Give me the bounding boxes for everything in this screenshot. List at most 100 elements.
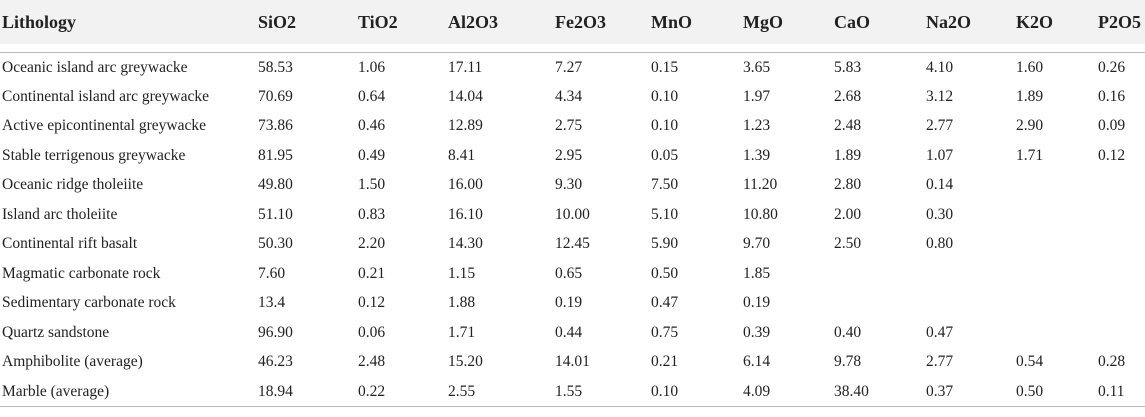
cell-fe2o3: 2.75 bbox=[555, 117, 583, 135]
cell-cao: 2.68 bbox=[834, 87, 862, 105]
table-row: Magmatic carbonate rock 7.60 0.21 1.15 0.65 0… bbox=[0, 259, 1145, 289]
cell-mgo: 1.85 bbox=[743, 264, 771, 282]
cell-sio2: 51.10 bbox=[258, 205, 293, 223]
cell-k2o bbox=[1016, 259, 1098, 289]
cell-mgo: 1.97 bbox=[743, 87, 771, 105]
cell-mno: 0.10 bbox=[651, 117, 679, 135]
table-row: Stable terrigenous greywacke 81.95 0.49 8.4… bbox=[0, 141, 1145, 171]
cell-tio2: 2.20 bbox=[358, 235, 386, 253]
cell-al2o3: 15.20 bbox=[448, 353, 483, 371]
cell-na2o: 3.12 bbox=[926, 87, 954, 105]
cell-lithology: Marble (average) bbox=[0, 377, 258, 407]
cell-fe2o3: 9.30 bbox=[555, 176, 583, 194]
cell-sio2: 73.86 bbox=[258, 117, 293, 135]
cell-na2o: 0.14 bbox=[926, 176, 954, 194]
cell-sio2: 13.4 bbox=[258, 294, 286, 312]
table-row: Oceanic island arc greywacke 58.53 1.06 17.… bbox=[0, 53, 1145, 83]
cell-fe2o3: 14.01 bbox=[555, 353, 590, 371]
cell-mgo: 0.39 bbox=[743, 323, 771, 341]
cell-sio2: 81.95 bbox=[258, 146, 293, 164]
cell-cao: 38.40 bbox=[834, 377, 926, 407]
oxide-composition-table: Lithology SiO2 TiO2 Al2O3 Fe2O3 MnO MgO … bbox=[0, 0, 1145, 407]
cell-lithology: Amphibolite (average) bbox=[2, 353, 143, 371]
cell-cao: 1.89 bbox=[834, 146, 862, 164]
cell-fe2o3: 1.55 bbox=[555, 377, 651, 407]
header-divider bbox=[0, 44, 1145, 53]
cell-na2o: 1.07 bbox=[926, 146, 954, 164]
cell-lithology: Active epicontinental greywacke bbox=[2, 117, 206, 135]
table-row: Continental rift basalt 50.30 2.20 14.30 12.… bbox=[0, 230, 1145, 260]
cell-p2o5: 0.16 bbox=[1098, 87, 1126, 105]
cell-k2o bbox=[1016, 318, 1098, 348]
cell-k2o bbox=[1016, 171, 1098, 201]
cell-cao: 0.40 bbox=[834, 323, 862, 341]
header-fe2o3: Fe2O3 bbox=[555, 11, 606, 32]
cell-mgo: 9.70 bbox=[743, 235, 771, 253]
cell-lithology: Oceanic island arc greywacke bbox=[2, 58, 188, 76]
table-body: Oceanic island arc greywacke 58.53 1.06 17.… bbox=[0, 44, 1145, 407]
cell-lithology: Magmatic carbonate rock bbox=[2, 264, 161, 282]
cell-sio2: 58.53 bbox=[258, 58, 293, 76]
cell-mno: 0.21 bbox=[651, 353, 679, 371]
cell-k2o: 0.50 bbox=[1016, 377, 1098, 407]
cell-mno: 0.05 bbox=[651, 146, 679, 164]
cell-cao: 2.50 bbox=[834, 235, 862, 253]
cell-al2o3: 17.11 bbox=[448, 58, 483, 76]
header-cao: CaO bbox=[834, 11, 870, 32]
header-divider-line bbox=[0, 44, 1145, 53]
cell-k2o bbox=[1016, 200, 1098, 230]
cell-al2o3: 1.71 bbox=[448, 323, 476, 341]
cell-al2o3: 14.04 bbox=[448, 87, 483, 105]
cell-mgo: 1.23 bbox=[743, 117, 771, 135]
header-tio2: TiO2 bbox=[358, 11, 398, 32]
header-row: Lithology SiO2 TiO2 Al2O3 Fe2O3 MnO MgO … bbox=[0, 0, 1145, 44]
cell-k2o: 1.89 bbox=[1016, 87, 1044, 105]
cell-k2o bbox=[1016, 230, 1098, 260]
cell-mno: 0.10 bbox=[651, 377, 743, 407]
cell-lithology: Quartz sandstone bbox=[2, 323, 110, 341]
cell-tio2: 1.50 bbox=[358, 176, 386, 194]
cell-p2o5: 0.12 bbox=[1098, 146, 1126, 164]
cell-cao: 2.80 bbox=[834, 176, 862, 194]
header-al2o3: Al2O3 bbox=[448, 11, 499, 32]
cell-k2o: 1.60 bbox=[1016, 58, 1044, 76]
cell-al2o3: 1.15 bbox=[448, 264, 476, 282]
cell-al2o3: 14.30 bbox=[448, 235, 483, 253]
cell-fe2o3: 10.00 bbox=[555, 205, 590, 223]
cell-sio2: 70.69 bbox=[258, 87, 293, 105]
cell-fe2o3: 2.95 bbox=[555, 146, 583, 164]
cell-p2o5: 0.26 bbox=[1098, 58, 1126, 76]
cell-fe2o3: 0.19 bbox=[555, 294, 583, 312]
cell-tio2: 0.21 bbox=[358, 264, 386, 282]
cell-lithology: Stable terrigenous greywacke bbox=[2, 146, 186, 164]
cell-na2o: 0.80 bbox=[926, 235, 954, 253]
cell-na2o: 2.77 bbox=[926, 117, 954, 135]
cell-p2o5 bbox=[1098, 289, 1145, 319]
cell-mno: 7.50 bbox=[651, 176, 679, 194]
header-p2o5: P2O5 bbox=[1098, 11, 1141, 32]
table-row: Oceanic ridge tholeiite 49.80 1.50 16.00 9.3… bbox=[0, 171, 1145, 201]
table-row: Marble (average) 18.94 0.22 2.55 1.55 0.10 4.0… bbox=[0, 377, 1145, 407]
cell-tio2: 0.22 bbox=[358, 377, 448, 407]
cell-sio2: 18.94 bbox=[258, 377, 358, 407]
cell-mgo: 1.39 bbox=[743, 146, 771, 164]
table-row: Active epicontinental greywacke 73.86 0.46… bbox=[0, 112, 1145, 142]
header-lithology: Lithology bbox=[2, 11, 77, 32]
cell-tio2: 0.49 bbox=[358, 146, 386, 164]
cell-mgo: 11.20 bbox=[743, 176, 778, 194]
table-row: Sedimentary carbonate rock 13.4 0.12 1.88 0.… bbox=[0, 289, 1145, 319]
cell-mgo: 0.19 bbox=[743, 294, 771, 312]
cell-na2o: 0.47 bbox=[926, 323, 954, 341]
cell-mgo: 6.14 bbox=[743, 353, 771, 371]
header-na2o: Na2O bbox=[926, 11, 971, 32]
cell-p2o5 bbox=[1098, 200, 1145, 230]
cell-p2o5 bbox=[1098, 171, 1145, 201]
cell-sio2: 7.60 bbox=[258, 264, 286, 282]
cell-na2o bbox=[926, 259, 1016, 289]
cell-al2o3: 2.55 bbox=[448, 377, 555, 407]
cell-cao: 9.78 bbox=[834, 353, 862, 371]
cell-sio2: 46.23 bbox=[258, 353, 293, 371]
cell-fe2o3: 12.45 bbox=[555, 235, 590, 253]
cell-na2o bbox=[926, 289, 1016, 319]
